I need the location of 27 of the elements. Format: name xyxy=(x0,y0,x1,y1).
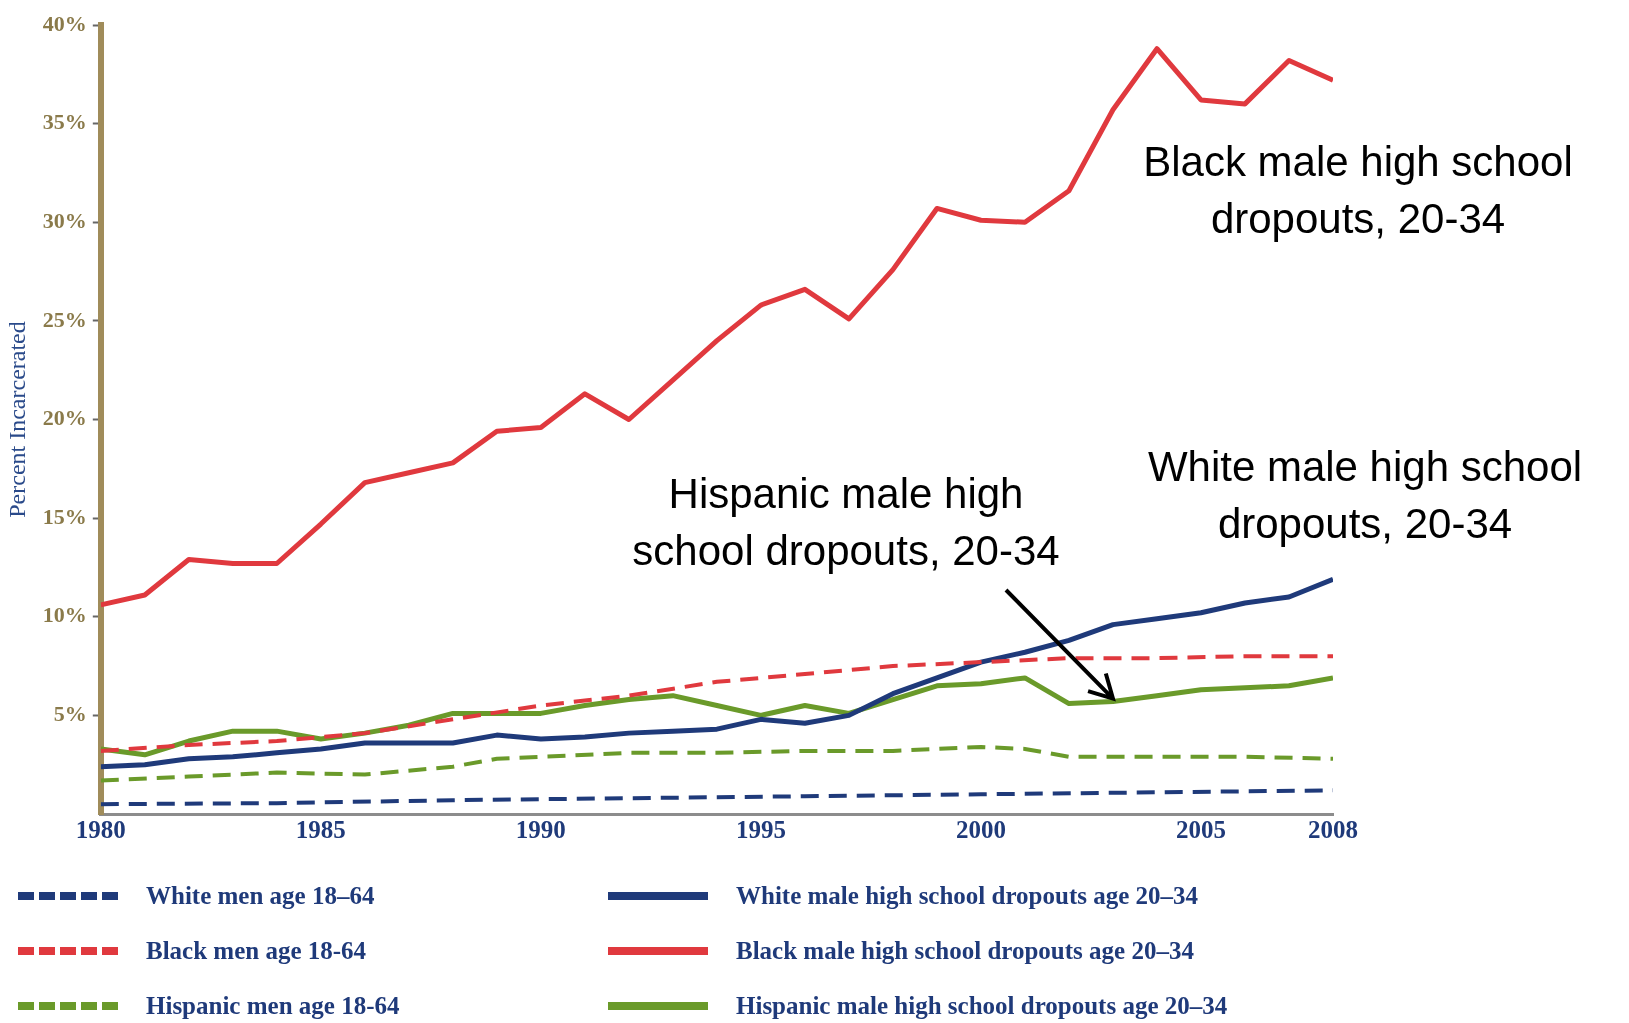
y-tick-label: 20% xyxy=(42,405,87,431)
legend-label: White male high school dropouts age 20–34 xyxy=(736,881,1199,910)
legend-label: Hispanic men age 18-64 xyxy=(146,991,400,1020)
legend-label: Hispanic male high school dropouts age 20–34 xyxy=(736,991,1228,1020)
legend-label: Black male high school dropouts age 20–34 xyxy=(736,936,1194,965)
legend-label: Black men age 18-64 xyxy=(146,936,367,965)
x-tick-label: 2005 xyxy=(1175,816,1226,844)
y-tick-label: 35% xyxy=(42,109,87,135)
line-series xyxy=(100,654,1333,753)
x-tick-label: 1980 xyxy=(75,816,126,844)
x-tick-label: 2008 xyxy=(1308,816,1358,844)
y-tick-label: 15% xyxy=(42,503,87,529)
x-tick-label: 2000 xyxy=(955,816,1006,844)
annotation: Hispanic male high school dropouts, 20-34 xyxy=(632,469,1060,574)
x-tick-label: 1985 xyxy=(295,816,346,844)
y-tick-label: 40% xyxy=(42,10,87,36)
x-tick-label: 1995 xyxy=(735,816,786,844)
x-tick-label: 1990 xyxy=(515,816,566,844)
y-tick-label: 30% xyxy=(42,207,87,233)
y-tick-label: 10% xyxy=(42,602,87,628)
annotation: Black male high school dropouts, 20-34 xyxy=(1143,137,1573,242)
y-tick-label: 25% xyxy=(42,306,87,332)
legend-label: White men age 18–64 xyxy=(146,881,375,910)
y-axis-title: Percent Incarcerated xyxy=(3,321,30,518)
line-series xyxy=(100,744,1333,783)
y-tick-label: 5% xyxy=(53,701,87,727)
annotation: White male high school dropouts, 20-34 xyxy=(1147,442,1583,547)
